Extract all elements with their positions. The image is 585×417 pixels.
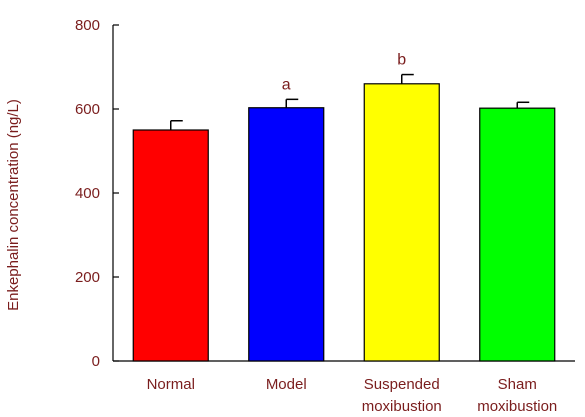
y-tick-label: 600 xyxy=(75,101,100,118)
bar xyxy=(479,107,556,362)
significance-label: b xyxy=(397,52,406,69)
bar xyxy=(363,83,440,362)
x-tick-label: Suspended moxibustion xyxy=(362,376,442,415)
annotations: ab xyxy=(282,52,407,94)
significance-label: a xyxy=(282,76,291,93)
error-bars xyxy=(170,73,530,130)
y-tick-label: 400 xyxy=(75,185,100,202)
y-ticks: 0 200 400 600 800 xyxy=(75,17,119,370)
y-tick-label: 0 xyxy=(92,353,100,370)
bar xyxy=(248,107,325,362)
x-tick-label: Model xyxy=(266,376,307,393)
x-tick-label: Sham moxibustion xyxy=(477,376,557,415)
bar xyxy=(132,129,209,362)
bars xyxy=(132,83,556,362)
x-tick-label: Normal xyxy=(147,376,195,393)
y-axis-label: Enkephalin concentration (ng/L) xyxy=(5,99,22,311)
x-tick-labels: Normal Model Suspended moxibustion Sham moxib… xyxy=(147,376,558,415)
y-tick-label: 800 xyxy=(75,17,100,34)
y-tick-label: 200 xyxy=(75,269,100,286)
